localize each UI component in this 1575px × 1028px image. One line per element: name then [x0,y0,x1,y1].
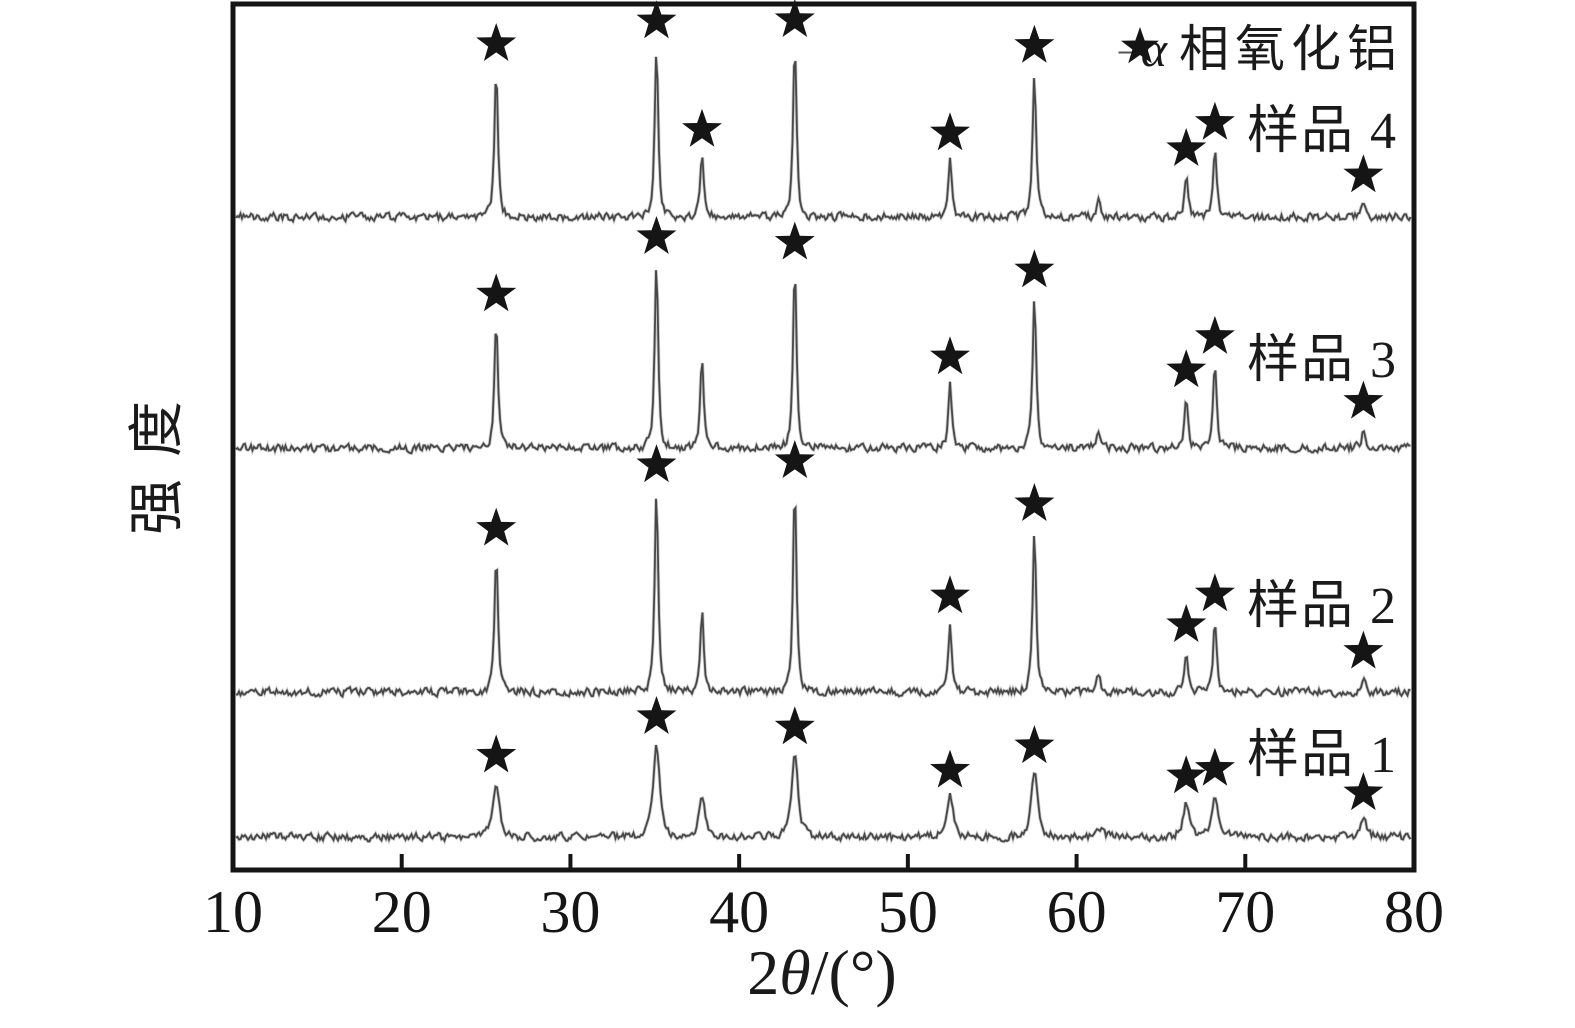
x-axis-label: 2θ/(°) [622,937,1022,1008]
x-axis-label-prefix: 2 [747,937,780,1008]
trace-sample-4 [235,56,1412,224]
x-tick-label-50: 50 [878,879,938,945]
star-marker-sample2-25.6 [476,507,517,546]
plot-border [230,1,1417,873]
star-marker-sample1-57.5 [1014,725,1055,764]
star-marker-sample3-25.6 [476,273,517,312]
star-marker-sample4-68.2 [1194,101,1235,140]
star-marker-sample3-52.5 [930,336,970,375]
trace-sample-1 [235,744,1412,844]
legend: – α 相氧化铝 [1117,24,1403,74]
legend-phase-label: 相氧化铝 [1179,21,1403,77]
star-marker-sample1-35.1 [636,696,677,734]
star-marker-sample4-57.5 [1014,24,1055,63]
star-marker-sample1-66.5 [1166,755,1207,794]
star-marker-sample3-43.3 [774,221,815,260]
x-tick-label-80: 80 [1384,879,1444,945]
star-marker-sample4-52.5 [930,112,970,151]
theta-symbol: θ [779,937,811,1008]
star-marker-sample1-25.6 [476,734,517,773]
sample-3-label: 样品 3 [1246,332,1398,389]
trace-sample-3 [235,270,1411,455]
trace-fuzz-2 [235,498,1411,701]
star-icon [1120,27,1159,64]
x-tick-label-60: 60 [1047,879,1107,945]
trace-fuzz-1 [235,744,1412,846]
star-marker-sample4-77 [1343,154,1384,193]
star-marker-sample1-68.2 [1194,747,1235,786]
trace-fuzz-3 [234,270,1411,457]
x-axis-label-suffix: /(°) [810,937,897,1008]
x-tick-label-20: 20 [372,879,432,945]
star-marker-sample4-25.6 [476,23,517,61]
star-marker-sample3-77 [1343,380,1384,419]
star-marker-sample2-57.5 [1014,483,1055,521]
star-marker-sample1-77 [1343,772,1384,811]
star-marker-sample2-52.5 [930,575,970,614]
star-marker-sample3-57.5 [1014,249,1055,288]
star-marker-sample3-35.1 [636,216,677,254]
star-marker-sample2-43.3 [774,440,815,478]
star-marker-sample4-43.3 [774,0,815,37]
star-marker-sample2-35.1 [636,444,677,483]
sample-4-label: 样品 4 [1246,103,1398,160]
star-marker-sample4-35.1 [636,0,677,39]
trace-sample-2 [236,498,1411,699]
star-marker-sample3-68.2 [1194,315,1235,354]
x-tick-label-10: 10 [203,879,263,945]
star-marker-sample4-37.8 [682,108,722,147]
star-marker-sample4-66.5 [1166,128,1207,166]
star-marker-sample3-66.5 [1166,349,1207,388]
x-tick-label-30: 30 [540,879,600,945]
sample-2-label: 样品 2 [1246,578,1398,635]
star-marker-sample1-52.5 [930,749,970,788]
x-tick-label-40: 40 [709,879,769,945]
x-tick-label-70: 70 [1215,879,1275,945]
sample-1-label: 样品 1 [1246,727,1398,784]
trace-fuzz-4 [234,56,1413,226]
star-marker-sample2-68.2 [1194,573,1235,612]
y-axis-label: 强度 [127,379,189,535]
star-marker-sample2-77 [1343,630,1384,669]
star-marker-sample2-66.5 [1166,604,1207,642]
star-marker-sample1-43.3 [774,706,815,745]
